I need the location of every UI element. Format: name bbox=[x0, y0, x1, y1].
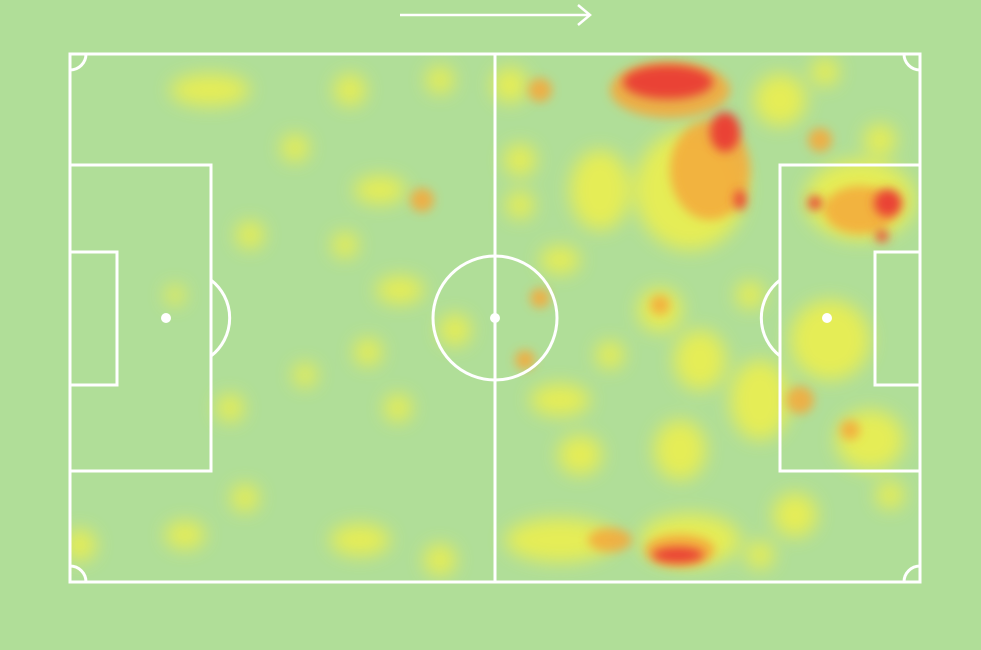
heat-spot bbox=[354, 176, 406, 204]
heat-spot bbox=[528, 78, 552, 102]
heat-spot bbox=[505, 518, 615, 562]
heat-spot bbox=[734, 190, 746, 210]
heat-spot bbox=[876, 230, 888, 242]
heat-spot bbox=[730, 360, 790, 440]
heat-spot bbox=[746, 541, 774, 569]
goal-area-right bbox=[873, 250, 922, 387]
heat-spot bbox=[558, 435, 602, 475]
heat-spot bbox=[652, 547, 704, 563]
direction-arrow bbox=[400, 4, 592, 26]
heat-spot bbox=[236, 221, 264, 249]
penalty-spot-right bbox=[822, 313, 832, 323]
heat-spot bbox=[170, 74, 250, 106]
heat-spot bbox=[570, 150, 630, 230]
heat-spot bbox=[424, 544, 456, 576]
heat-spot bbox=[410, 188, 434, 212]
heat-spot bbox=[623, 65, 713, 99]
heat-spot bbox=[231, 484, 259, 512]
penalty-arc-right bbox=[759, 278, 781, 358]
heat-spot bbox=[165, 521, 205, 549]
heat-spot bbox=[332, 232, 358, 258]
heat-spot bbox=[354, 338, 382, 366]
corner-arc bbox=[902, 564, 921, 583]
heat-spot bbox=[876, 481, 904, 509]
heat-spot bbox=[674, 330, 726, 390]
heat-layer-yellow bbox=[70, 58, 915, 576]
heat-spot bbox=[504, 144, 536, 176]
heat-spot bbox=[588, 528, 632, 552]
goal-area-left bbox=[68, 250, 119, 387]
heat-spot bbox=[811, 58, 839, 86]
heat-spot bbox=[426, 66, 454, 94]
penalty-spot-left bbox=[161, 313, 171, 323]
heat-spot bbox=[492, 67, 528, 103]
heat-spot bbox=[654, 420, 706, 480]
heat-spot bbox=[330, 524, 390, 556]
heat-spot bbox=[384, 394, 412, 422]
heat-spot bbox=[530, 384, 590, 416]
heat-spot bbox=[281, 134, 309, 162]
heat-spot bbox=[334, 74, 366, 106]
heat-spot bbox=[540, 246, 580, 274]
heat-layer-red bbox=[623, 65, 902, 563]
heat-spot bbox=[736, 281, 764, 309]
center-spot bbox=[490, 313, 500, 323]
heat-spot bbox=[376, 276, 424, 304]
heat-spot bbox=[786, 386, 814, 414]
heat-spot bbox=[754, 74, 806, 126]
heat-spot bbox=[874, 189, 902, 217]
corner-arc bbox=[69, 564, 88, 583]
heat-spot bbox=[293, 363, 317, 387]
heat-spot bbox=[439, 314, 471, 346]
heat-spot bbox=[216, 394, 244, 422]
heat-spot bbox=[506, 191, 534, 219]
heat-spot bbox=[864, 124, 896, 156]
center-circle bbox=[431, 254, 559, 382]
heat-spot bbox=[808, 196, 822, 210]
penalty-arc-left bbox=[210, 278, 232, 358]
heat-spot bbox=[836, 410, 904, 470]
corner-arc bbox=[69, 53, 88, 72]
heat-spot bbox=[840, 420, 860, 440]
heat-spot bbox=[808, 128, 832, 152]
heat-spot bbox=[710, 112, 740, 152]
heat-spot bbox=[530, 288, 550, 308]
arrow-head bbox=[577, 4, 592, 26]
heat-spot bbox=[790, 300, 870, 380]
heat-spot bbox=[515, 350, 535, 370]
heat-spot bbox=[650, 295, 670, 315]
heat-spot bbox=[773, 493, 817, 537]
corner-arc bbox=[902, 53, 921, 72]
heat-spot bbox=[70, 529, 96, 561]
heat-spot bbox=[596, 341, 624, 369]
pitch-lines bbox=[68, 52, 922, 584]
heat-spot bbox=[165, 285, 185, 305]
